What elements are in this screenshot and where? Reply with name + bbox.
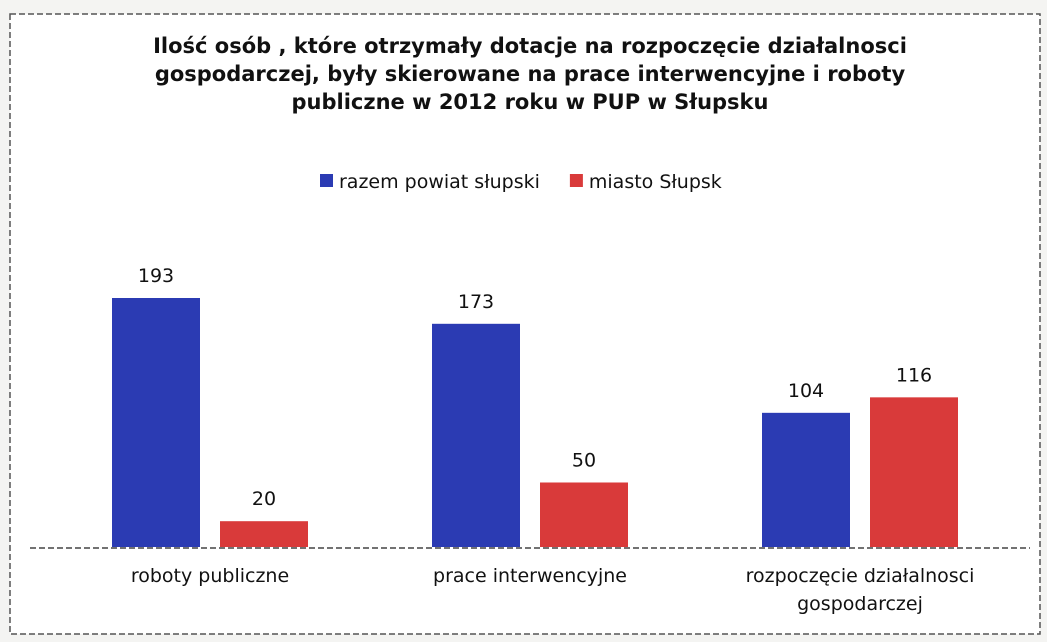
data-label: 173 — [458, 291, 494, 313]
bar — [540, 482, 628, 547]
chart-title: Ilość osób , które otrzymały dotacje na … — [153, 34, 907, 114]
legend-label: miasto Słupsk — [589, 171, 722, 193]
data-label: 104 — [788, 380, 824, 402]
legend-swatch — [569, 174, 583, 187]
bar — [220, 521, 308, 547]
bar — [762, 412, 850, 547]
legend-swatch — [320, 174, 333, 187]
bar — [870, 397, 958, 547]
data-label: 20 — [252, 488, 276, 510]
x-tick-label: rozpoczęcie działalnosci gospodarczej — [745, 565, 975, 615]
data-label: 50 — [572, 449, 596, 471]
bar — [432, 323, 520, 547]
legend-label: razem powiat słupski — [339, 171, 540, 193]
bar — [112, 298, 200, 547]
x-tick-label: prace interwencyjne — [433, 565, 627, 587]
data-label: 116 — [896, 364, 932, 386]
x-tick-label: roboty publiczne — [130, 565, 290, 587]
data-label: 193 — [138, 265, 174, 287]
